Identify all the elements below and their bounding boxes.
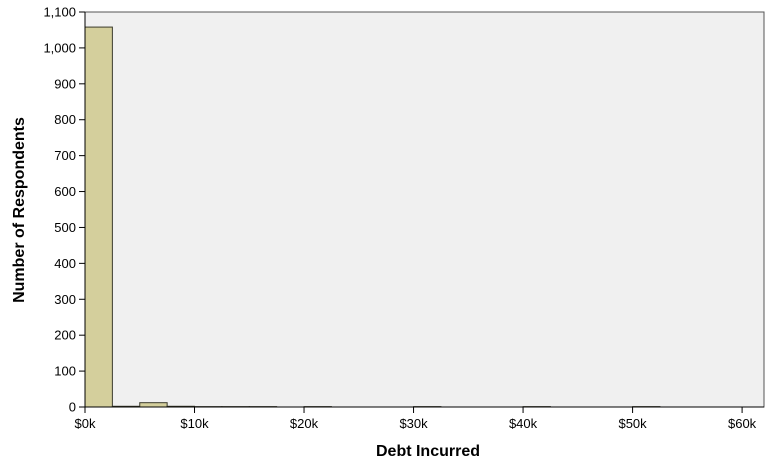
x-axis: $0k $10k $20k $30k $40k $50k $60k [75, 406, 764, 431]
x-tick-label: $20k [290, 416, 319, 431]
y-tick-label: 400 [54, 256, 76, 271]
x-tick-label: $10k [180, 416, 209, 431]
y-tick-label: 300 [54, 292, 76, 307]
y-tick-label: 600 [54, 184, 76, 199]
y-axis: 0 100 200 300 400 500 600 700 800 900 1,000 1,100 [43, 5, 86, 415]
x-tick-label: $40k [509, 416, 538, 431]
y-tick-label: 700 [54, 148, 76, 163]
histogram-bar [139, 402, 168, 408]
y-tick-label: 900 [54, 76, 76, 91]
x-tick-label: $50k [618, 416, 647, 431]
y-tick-label: 500 [54, 220, 76, 235]
plot-area [84, 11, 765, 408]
y-axis-title: Number of Respondents [11, 117, 28, 303]
y-tick-label: 1,000 [43, 40, 76, 55]
histogram-bar [84, 26, 113, 408]
x-tick-label: $30k [399, 416, 428, 431]
x-axis-title: Debt Incurred [376, 443, 480, 460]
x-tick-label: $0k [75, 416, 96, 431]
x-tick-label: $60k [728, 416, 757, 431]
y-tick-label: 1,100 [43, 5, 76, 20]
y-tick-label: 200 [54, 328, 76, 343]
y-tick-label: 0 [69, 400, 76, 415]
y-tick-label: 800 [54, 112, 76, 127]
y-tick-label: 100 [54, 364, 76, 379]
